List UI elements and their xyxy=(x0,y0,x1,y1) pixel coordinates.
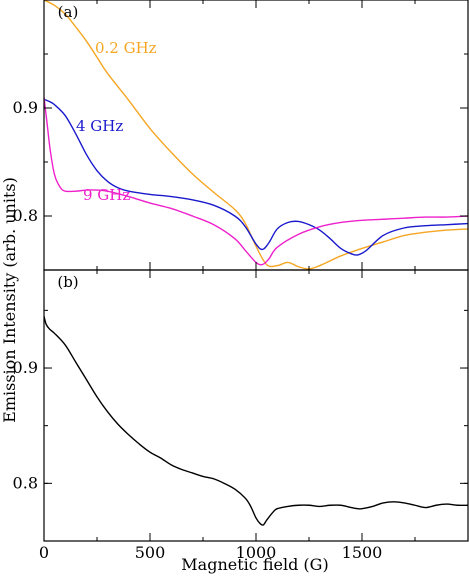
x-tick-label: 1000 xyxy=(236,543,277,562)
series-label: 4 GHz xyxy=(76,117,123,135)
y-tick-label: 0.9 xyxy=(13,98,38,117)
series-label: 9 GHz xyxy=(83,186,130,204)
panel-a: 0.2 GHz 4 GHz 9 GHz 0.8 0.9 (a) xyxy=(13,0,469,271)
axes-labels: Magnetic field (G) Emission Intensity (a… xyxy=(0,177,329,574)
panel-tag: (b) xyxy=(57,273,78,291)
x-tick-label: 1500 xyxy=(342,543,383,562)
series-line-4-ghz xyxy=(44,98,468,256)
panel-b: 0.8 0.9 0 500 1000 1500 (b) xyxy=(13,269,469,562)
y-tick-label: 0.9 xyxy=(13,358,38,377)
series-line-9-ghz xyxy=(44,97,468,266)
series-label: 0.2 GHz xyxy=(95,39,157,57)
y-tick-label: 0.8 xyxy=(13,473,38,492)
y-tick-label: 0.8 xyxy=(13,206,38,225)
x-tick-label: 500 xyxy=(135,543,166,562)
series-line-panel-1 xyxy=(44,315,468,526)
plot-frame xyxy=(43,269,469,542)
y-axis-label: Emission Intensity (arb. units) xyxy=(0,177,19,423)
x-tick-label: 0 xyxy=(39,543,49,562)
panel-tag: (a) xyxy=(58,3,79,21)
x-axis-label: Magnetic field (G) xyxy=(181,555,328,574)
